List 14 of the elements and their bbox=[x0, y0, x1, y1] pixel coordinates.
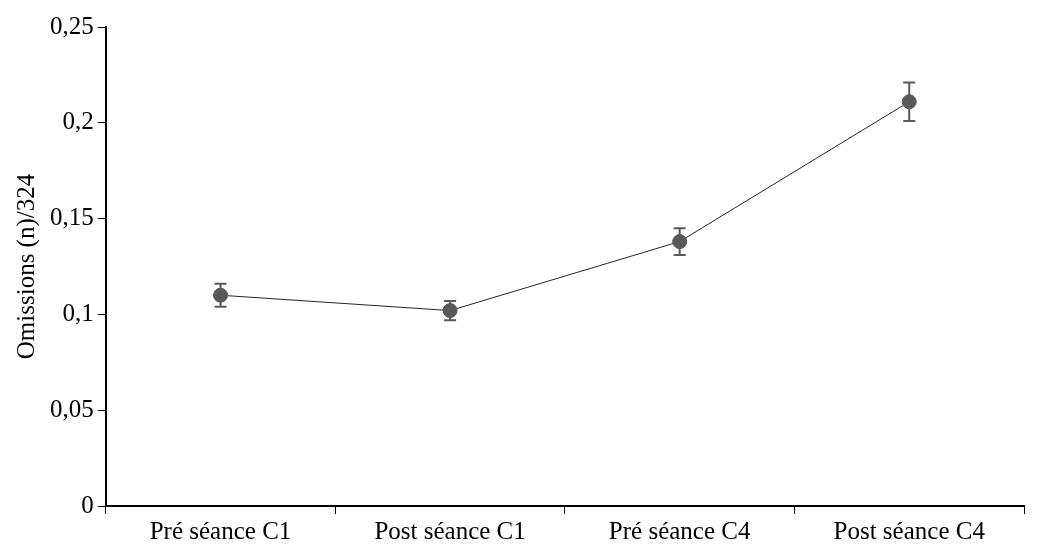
y-tick-label: 0 bbox=[81, 490, 94, 518]
x-tick-label: Post séance C1 bbox=[374, 516, 526, 544]
y-tick-label: 0,15 bbox=[50, 203, 94, 231]
point bbox=[672, 234, 688, 250]
x-tick-label: Pré séance C1 bbox=[149, 516, 292, 544]
y-tick-label: 0,25 bbox=[50, 11, 94, 39]
y-tick-label: 0,2 bbox=[62, 107, 94, 135]
y-tick-label: 0,05 bbox=[50, 394, 94, 422]
x-tick-label: Post séance C4 bbox=[833, 516, 986, 544]
x-tick-label: Pré séance C4 bbox=[608, 516, 751, 544]
y-axis-title: Omissions (n)/324 bbox=[11, 173, 40, 360]
point bbox=[901, 94, 917, 110]
point bbox=[213, 287, 229, 303]
y-tick-label: 0,1 bbox=[62, 298, 94, 326]
